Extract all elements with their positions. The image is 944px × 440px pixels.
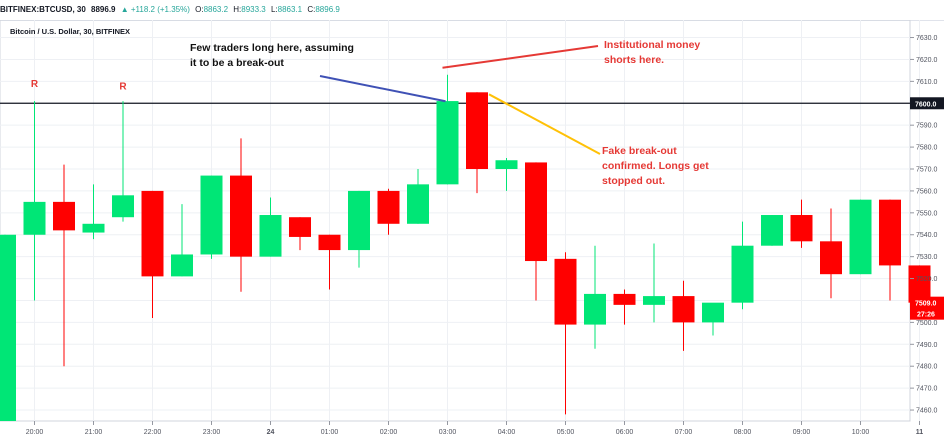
y-tick-label: 7560.0 [916,188,938,195]
candle-bearish [820,241,842,275]
resistance-price-tag [910,97,944,110]
candle-bearish [554,258,577,325]
candle-bullish [731,245,754,303]
candle-bullish [200,175,223,255]
candle-bearish [53,201,75,231]
x-tick-label: 06:00 [616,429,634,436]
candle-bearish [613,293,636,305]
candle-bearish [466,92,488,170]
candle-bullish [259,215,282,257]
y-tick-label: 7590.0 [916,123,938,130]
candle-bullish [348,190,370,251]
y-tick-label: 7620.0 [916,57,938,64]
candle-bearish [672,296,695,323]
pointer-line-yellow [488,93,601,155]
candle-bearish [879,199,901,266]
candle-bearish [318,234,341,251]
annotations-layer: R R Few traders long here, assuming it to b… [31,39,709,187]
open-label: O: [195,5,204,14]
x-tick-label: 07:00 [675,429,693,436]
x-tick-label: 20:00 [26,429,44,436]
y-tick-label: 7580.0 [916,145,938,152]
x-tick-label: 01:00 [321,429,339,436]
x-tick-label: 10:00 [852,429,870,436]
y-tick-label: 7500.0 [916,320,938,327]
symbol-label[interactable]: BITFINEX:BTCUSD, 30 [0,5,86,14]
y-tick-label: 7520.0 [916,276,938,283]
x-tick-label: 08:00 [734,429,752,436]
candle-bullish [171,254,193,277]
axes-layer: 7460.07470.07480.07490.07500.07510.07520… [26,35,944,436]
plot-frame [0,20,911,422]
last-price-tag [910,296,944,320]
candle-bearish [525,162,547,262]
high-value: 8933.3 [241,5,266,14]
candlestick-chart[interactable]: R R Few traders long here, assuming it to b… [0,20,944,440]
open-value: 8863.2 [203,5,229,14]
x-tick-label: 04:00 [498,429,516,436]
x-tick-label: 11 [916,429,924,436]
candle-bearish [230,175,252,257]
price-change: ▲ +118.2 (+1.35%) [120,5,190,14]
resistance-marker: R [119,81,127,92]
candle-bullish [584,293,606,325]
high-label: H: [233,5,242,14]
x-tick-label: 21:00 [85,429,103,436]
candle-bullish [23,201,46,235]
candle-bullish [0,234,16,421]
candle-bearish [141,190,164,277]
candle-bullish [407,184,429,224]
candle-bullish [643,296,665,305]
candle-bullish [82,223,105,233]
annotation-few-traders: it to be a break-out [190,57,284,69]
annotation-fake-breakout: confirmed. Longs get [602,160,709,172]
y-tick-label: 7570.0 [916,167,938,174]
candle-countdown-label: 27:26 [917,312,935,319]
x-tick-label: 23:00 [203,429,221,436]
low-label: L: [270,5,278,14]
y-tick-label: 7630.0 [916,35,938,42]
y-tick-label: 7460.0 [916,408,938,415]
candles-layer [0,74,931,421]
close-label: C: [307,5,316,14]
last-price-label: 7509.0 [915,301,937,308]
candle-bullish [436,101,459,185]
candle-bearish [908,265,931,303]
low-value: 8863.1 [277,5,303,14]
candle-bullish [112,195,134,218]
resistance-marker: R [31,79,39,90]
y-tick-label: 7470.0 [916,386,938,393]
chart-header: BITFINEX:BTCUSD, 30 8896.9 ▲ +118.2 (+1.… [0,0,944,21]
annotation-few-traders: Few traders long here, assuming [190,42,354,54]
close-value: 8896.9 [315,5,340,14]
pointer-line-blue [319,75,446,103]
x-tick-label: 02:00 [380,429,398,436]
candle-bearish [377,190,400,224]
pointer-line-red [442,45,599,69]
x-tick-label: 09:00 [793,429,811,436]
candle-bullish [761,215,783,246]
y-tick-label: 7540.0 [916,232,938,239]
x-tick-label: 22:00 [144,429,162,436]
chart-title: Bitcoin / U.S. Dollar, 30, BITFINEX [10,27,130,36]
candle-bearish [790,215,813,242]
last-price: 8896.9 [91,5,116,14]
candle-bullish [495,160,518,170]
y-tick-label: 7610.0 [916,79,938,86]
y-tick-label: 7550.0 [916,210,938,217]
x-tick-label: 24 [267,429,275,436]
candle-bullish [849,199,872,275]
candle-bearish [289,217,311,237]
x-tick-label: 03:00 [439,429,457,436]
annotation-fake-breakout: Fake break-out [602,145,677,157]
x-tick-label: 05:00 [557,429,575,436]
annotation-institutional: Institutional money [604,39,700,51]
resistance-price-label: 7600.0 [915,101,937,108]
candle-bullish [702,302,724,323]
annotation-institutional: shorts here. [604,54,664,66]
y-tick-label: 7480.0 [916,364,938,371]
y-tick-label: 7530.0 [916,254,938,261]
y-tick-label: 7490.0 [916,342,938,349]
annotation-fake-breakout: stopped out. [602,175,665,187]
